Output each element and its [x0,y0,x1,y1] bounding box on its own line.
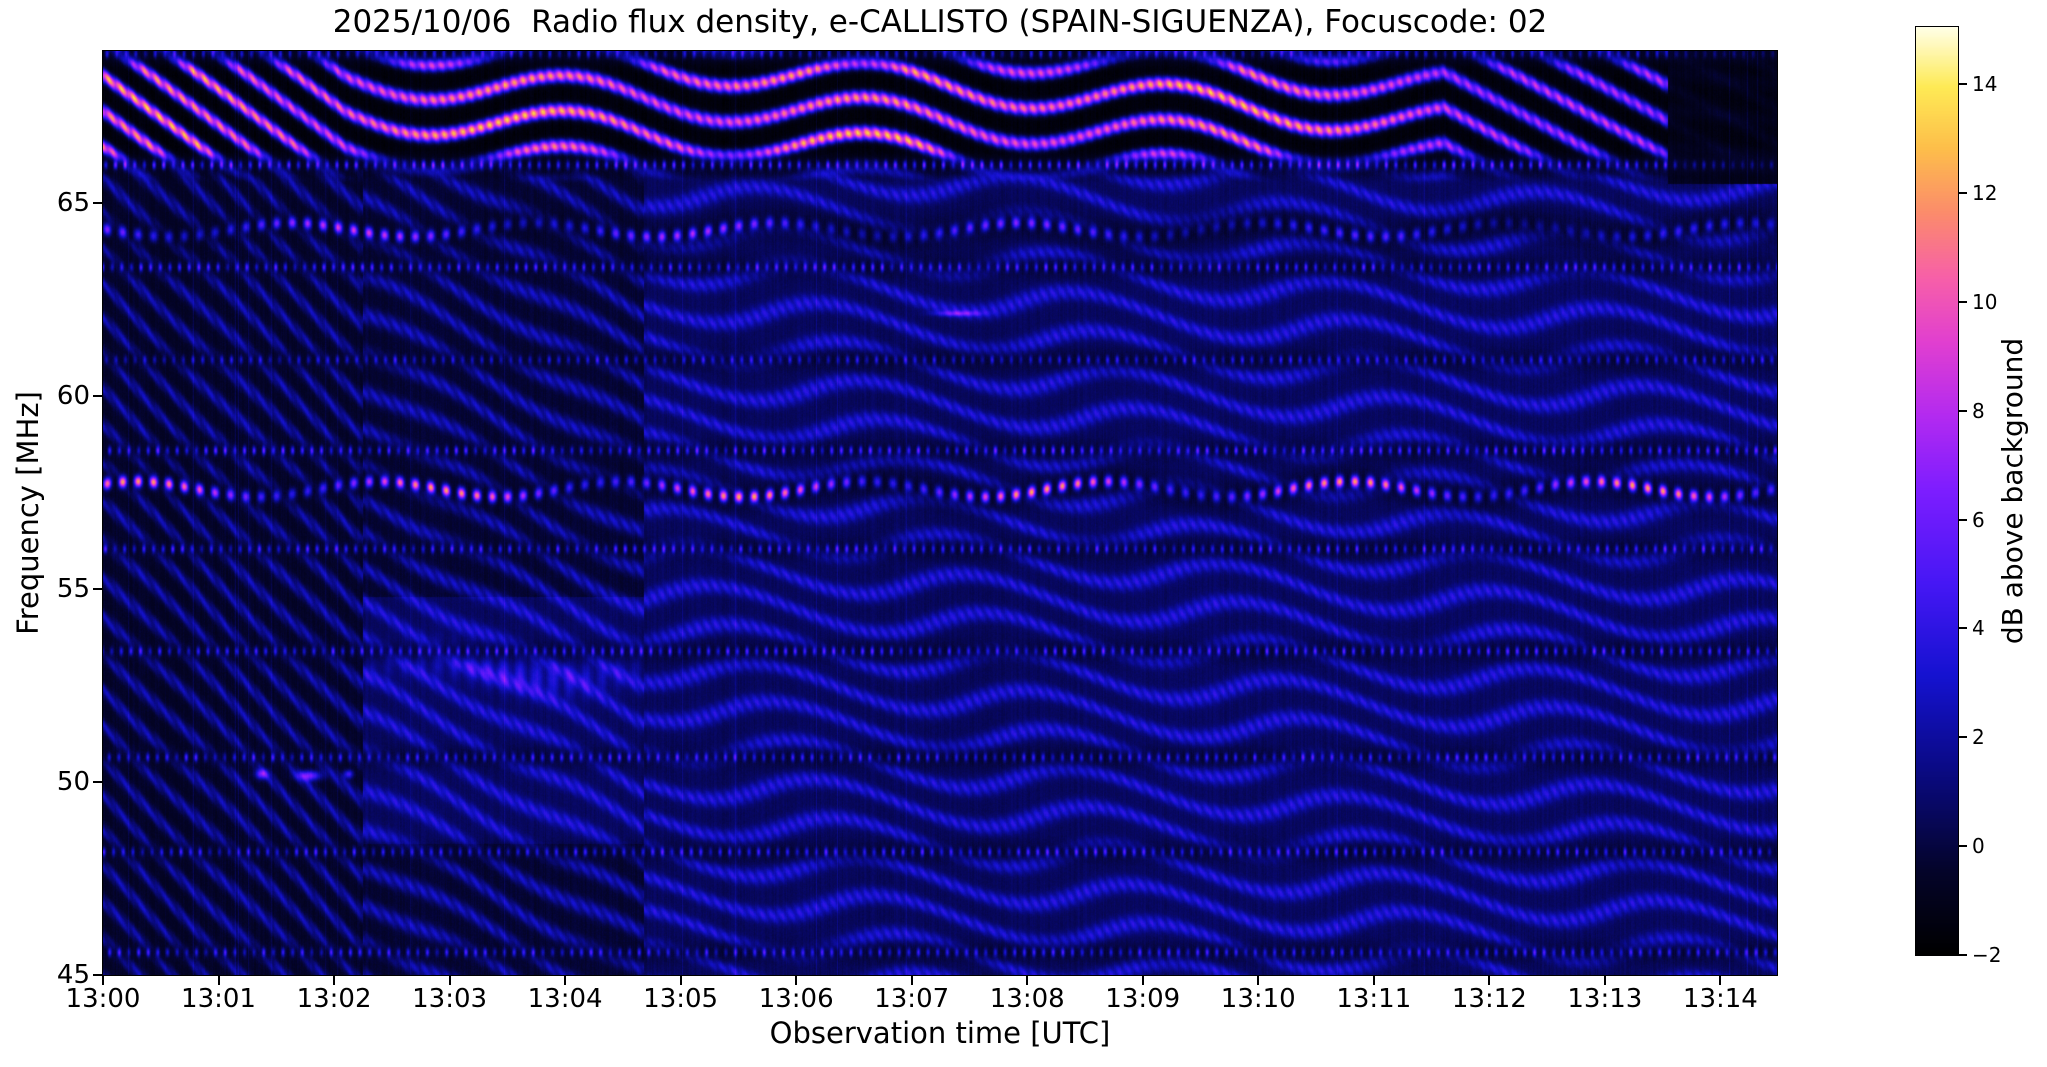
chart-title: 2025/10/06 Radio flux density, e-CALLIST… [332,4,1548,40]
x-tick-label: 13:11 [1336,984,1412,1014]
colorbar-tick-mark [1959,954,1967,956]
colorbar-tick-mark [1959,845,1967,848]
colorbar-tick-label: 12 [1972,181,1998,205]
y-tick-mark [93,588,102,591]
colorbar-tick-label: 2 [1972,725,1985,750]
x-tick-label: 13:09 [1105,984,1181,1014]
x-tick-mark [679,976,682,985]
x-tick-mark [910,976,913,985]
y-tick-label: 45 [56,960,90,990]
colorbar-frame [1915,26,1959,956]
x-tick-mark [564,976,567,985]
x-tick-label: 13:10 [1220,984,1296,1014]
y-tick-mark [93,395,102,398]
y-tick-mark [93,974,102,976]
x-tick-mark [1141,976,1144,985]
colorbar-tick-label: 6 [1972,507,1985,532]
x-tick-mark [1488,976,1491,985]
colorbar-tick-label: 8 [1972,398,1985,423]
spectrogram-heatmap [103,51,1777,975]
x-tick-mark [795,976,798,985]
x-tick-label: 13:00 [65,984,141,1014]
x-axis-label: Observation time [UTC] [769,1016,1111,1050]
y-tick-label: 50 [56,767,90,798]
x-tick-label: 13:13 [1567,984,1643,1014]
colorbar-tick-label: 10 [1972,289,1998,314]
colorbar-gradient [1916,27,1958,955]
y-tick-label: 60 [56,381,90,412]
x-tick-label: 13:06 [758,984,834,1014]
x-tick-mark [1719,976,1722,985]
colorbar-tick-mark [1959,192,1967,194]
y-tick-label: 65 [56,188,90,219]
x-tick-label: 13:12 [1451,984,1527,1014]
x-tick-label: 13:05 [643,984,719,1014]
colorbar-tick-mark [1959,83,1967,86]
y-tick-label: 55 [56,574,90,605]
y-axis-label: Frequency [MHz] [11,391,45,635]
y-tick-mark [93,202,102,205]
colorbar-tick-mark [1959,300,1967,303]
x-tick-label: 13:08 [989,984,1065,1014]
colorbar-label: dB above background [1996,337,2029,645]
colorbar-tick-label: 4 [1972,616,1985,641]
x-tick-mark [1603,976,1606,985]
x-tick-mark [1026,976,1029,985]
x-tick-label: 13:04 [527,984,603,1014]
colorbar-tick-mark [1959,409,1967,412]
colorbar-tick-label: 0 [1972,834,1985,859]
x-tick-mark [102,976,104,985]
colorbar-tick-label: −2 [1972,943,2002,967]
x-tick-label: 13:07 [874,984,950,1014]
x-tick-label: 13:03 [412,984,488,1014]
x-tick-label: 13:01 [181,984,256,1014]
x-tick-mark [217,976,220,985]
x-tick-label: 13:02 [296,984,372,1014]
x-tick-mark [1257,976,1260,985]
colorbar-tick-mark [1959,518,1967,521]
plot-frame [102,50,1778,976]
x-tick-label: 13:14 [1682,984,1758,1014]
y-tick-mark [93,781,102,784]
x-tick-mark [1372,976,1375,985]
colorbar-tick-mark [1959,627,1967,630]
x-tick-mark [448,976,451,985]
colorbar-tick-label: 14 [1972,72,1998,97]
x-tick-mark [333,976,336,985]
colorbar-tick-mark [1959,736,1967,739]
